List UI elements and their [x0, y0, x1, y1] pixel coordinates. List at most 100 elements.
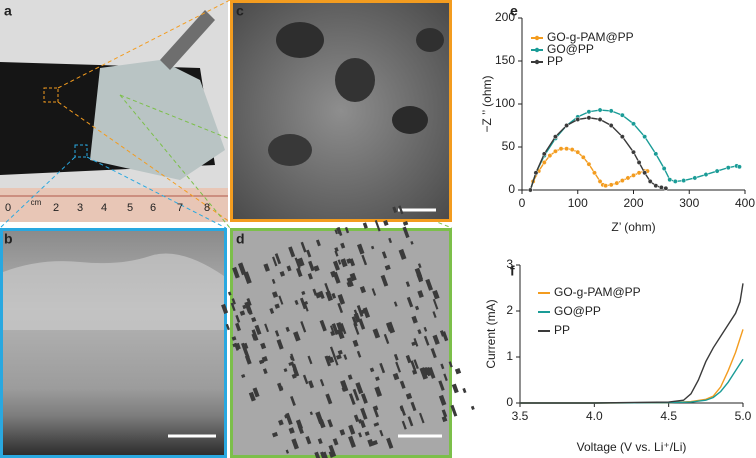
pore — [423, 335, 430, 346]
pore — [248, 391, 256, 402]
marker — [642, 170, 648, 176]
x-tick-label: 0 — [519, 196, 526, 210]
legend-label: GO-g-PAM@PP — [547, 30, 634, 44]
pore — [356, 350, 362, 358]
pore — [329, 346, 336, 358]
pore — [332, 260, 340, 271]
pore — [278, 419, 284, 426]
pore — [300, 321, 307, 333]
marker — [658, 184, 664, 190]
pore — [381, 251, 388, 259]
pore — [231, 298, 236, 305]
series-line — [520, 358, 744, 404]
pore — [272, 256, 278, 267]
pore — [413, 359, 419, 370]
pore — [291, 363, 297, 370]
pore — [405, 392, 413, 400]
y-tick-label: 50 — [502, 139, 516, 153]
pore — [232, 266, 240, 279]
pore — [280, 385, 284, 391]
x-tick-label: 3.5 — [512, 409, 529, 423]
y-tick-label: 0 — [506, 395, 513, 409]
x-tick-label: 4.0 — [586, 409, 603, 423]
pore — [392, 206, 398, 213]
panel-label: d — [236, 231, 245, 247]
pore — [327, 355, 332, 361]
pore — [241, 374, 246, 379]
pore — [371, 288, 377, 296]
pore — [334, 250, 339, 257]
pore — [285, 412, 293, 426]
marker — [541, 160, 547, 165]
pore — [300, 241, 307, 253]
pore — [441, 331, 449, 342]
marker — [681, 178, 687, 183]
pore — [384, 264, 391, 271]
pore — [340, 322, 347, 335]
pore — [454, 367, 462, 375]
pore — [346, 277, 354, 288]
pore — [308, 260, 315, 272]
pore — [360, 393, 368, 404]
marker — [631, 121, 636, 127]
pore — [388, 237, 393, 244]
ruler-label: 5 — [127, 202, 133, 214]
pore — [351, 316, 358, 327]
pore — [348, 393, 356, 405]
legend-marker — [534, 35, 540, 41]
marker — [631, 172, 636, 178]
pore — [352, 388, 360, 401]
pore — [373, 408, 379, 418]
pore — [402, 220, 409, 226]
pore — [294, 299, 299, 306]
pore — [356, 243, 365, 255]
pore — [303, 300, 309, 306]
pore — [393, 301, 398, 307]
pore — [355, 382, 364, 395]
marker — [619, 112, 625, 118]
pore — [419, 412, 425, 424]
x-axis-title: Voltage (V vs. Li⁺/Li) — [577, 440, 687, 454]
pore — [274, 303, 280, 309]
pore — [349, 272, 357, 282]
pore — [470, 405, 475, 411]
marker — [661, 166, 667, 171]
pore — [264, 323, 270, 333]
marker — [575, 149, 581, 155]
pore — [380, 274, 389, 287]
y-tick-label: 1 — [506, 349, 513, 363]
pore — [402, 226, 410, 239]
photo-c — [230, 0, 452, 222]
pore — [290, 395, 296, 406]
pore — [417, 263, 422, 269]
marker — [586, 115, 592, 121]
photo-a — [0, 0, 453, 229]
pore — [252, 387, 260, 398]
pore — [386, 437, 394, 449]
pore — [302, 374, 309, 385]
pore — [430, 347, 437, 359]
marker — [586, 161, 592, 167]
marker — [714, 168, 720, 174]
pore — [347, 374, 353, 380]
pore — [242, 304, 247, 310]
pore — [399, 380, 406, 389]
pore — [251, 329, 259, 341]
pore — [364, 431, 370, 436]
ruler-label: 0 — [5, 202, 11, 214]
marker — [541, 151, 547, 157]
pore — [416, 273, 424, 283]
marker — [619, 178, 625, 183]
pore — [432, 311, 437, 318]
marker — [608, 182, 614, 188]
pore — [417, 290, 424, 299]
pore — [340, 258, 348, 268]
marker — [597, 107, 603, 113]
pore — [407, 416, 414, 427]
pore — [450, 404, 458, 417]
pore — [410, 240, 414, 245]
pore — [348, 435, 356, 448]
pore — [322, 451, 329, 458]
pore — [362, 222, 368, 229]
